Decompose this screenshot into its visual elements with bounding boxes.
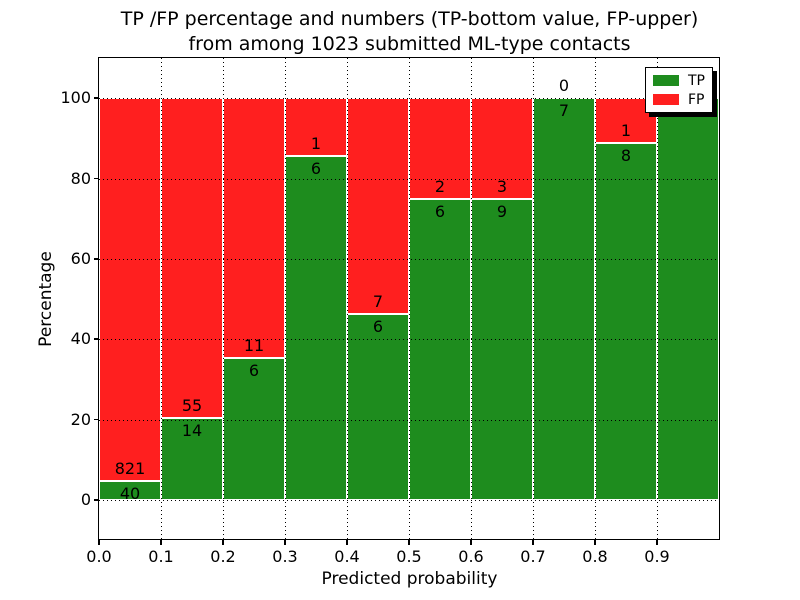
y-tick-label: 100	[60, 88, 91, 108]
x-tick-label: 0.8	[582, 547, 608, 566]
legend: TP FP	[645, 67, 713, 113]
gridline-vertical	[595, 58, 596, 540]
y-tick-label: 60	[70, 248, 91, 268]
gridline-vertical	[285, 58, 286, 540]
y-tick-mark	[94, 258, 99, 260]
y-tick-label: 20	[70, 409, 91, 429]
x-tick-mark	[160, 540, 162, 545]
bar-tp-5	[409, 198, 471, 500]
x-tick-label: 0.7	[520, 547, 546, 566]
x-tick-mark	[284, 540, 286, 545]
annotation-fp-count: 1	[620, 120, 632, 140]
gridline-vertical	[223, 58, 224, 540]
y-tick-mark	[94, 418, 99, 421]
y-tick-label: 80	[70, 168, 91, 188]
annotation-tp-count: 6	[248, 361, 260, 381]
bar-fp-4	[347, 98, 409, 315]
legend-item-fp: FP	[653, 93, 705, 107]
annotation-tp-count: 6	[372, 317, 384, 337]
annotation-tp-count: 6	[434, 201, 446, 221]
y-tick-mark	[94, 338, 99, 340]
chart-title-line2: from among 1023 submitted ML-type contac…	[188, 33, 631, 55]
annotation-fp-count: 55	[181, 396, 203, 416]
gridline-vertical	[657, 58, 658, 540]
x-tick-label: 0.5	[396, 547, 422, 566]
annotation-fp-count: 821	[114, 459, 146, 479]
annotation-tp-count: 7	[558, 101, 570, 121]
legend-tp-label: TP	[688, 72, 705, 89]
bar-tp-8	[595, 142, 657, 500]
x-tick-mark	[470, 540, 472, 545]
x-tick-label: 0.0	[86, 547, 112, 566]
bar-tp-9	[657, 98, 719, 500]
x-axis-label: Predicted probability	[321, 569, 498, 589]
annotation-fp-count: 0	[558, 76, 570, 96]
bar-tp-6	[471, 198, 533, 500]
x-tick-label: 0.3	[272, 547, 298, 566]
legend-item-tp: TP	[653, 74, 705, 88]
x-tick-label: 0.9	[644, 547, 670, 566]
y-tick-mark	[94, 97, 99, 99]
x-tick-label: 0.2	[210, 547, 236, 566]
x-tick-mark	[532, 540, 534, 545]
bar-fp-2	[223, 98, 285, 359]
x-tick-label: 0.4	[334, 547, 360, 566]
annotation-tp-count: 6	[310, 158, 322, 178]
gridline-vertical	[161, 58, 162, 540]
chart-title-line1: TP /FP percentage and numbers (TP-bottom…	[120, 8, 699, 30]
y-tick-label: 0	[80, 489, 91, 509]
bar-tp-7	[533, 98, 595, 500]
gridline-vertical	[471, 58, 472, 540]
legend-tp-swatch	[653, 75, 679, 86]
bar-tp-4	[347, 314, 409, 500]
bar-tp-3	[285, 155, 347, 500]
annotation-tp-count: 14	[181, 421, 203, 441]
annotation-tp-count: 40	[119, 484, 141, 504]
bar-tp-1	[161, 418, 223, 500]
x-tick-mark	[222, 540, 224, 545]
y-tick-mark	[94, 499, 99, 501]
x-tick-mark	[656, 540, 658, 545]
annotation-fp-count: 3	[496, 176, 508, 196]
annotation-fp-count: 1	[310, 133, 322, 153]
annotation-fp-count: 2	[434, 176, 446, 196]
annotation-tp-count: 9	[496, 201, 508, 221]
annotation-fp-count: 11	[243, 336, 265, 356]
chart-title: TP /FP percentage and numbers (TP-bottom…	[99, 7, 720, 57]
x-tick-label: 0.6	[458, 547, 484, 566]
bar-tp-0	[99, 481, 161, 500]
legend-fp-swatch	[653, 94, 679, 105]
bar-fp-0	[99, 98, 161, 482]
gridline-vertical	[347, 58, 348, 540]
gridline-vertical	[533, 58, 534, 540]
gridline-vertical	[409, 58, 410, 540]
y-axis-label: Percentage	[36, 251, 56, 347]
x-tick-label: 0.1	[148, 547, 174, 566]
legend-fp-label: FP	[688, 91, 705, 108]
y-tick-label: 40	[70, 329, 91, 349]
x-tick-mark	[408, 540, 410, 545]
x-tick-mark	[594, 540, 596, 545]
x-tick-mark	[346, 540, 348, 545]
annotation-tp-count: 8	[620, 145, 632, 165]
x-tick-mark	[98, 540, 100, 545]
y-tick-mark	[94, 177, 99, 180]
annotation-fp-count: 7	[372, 292, 384, 312]
